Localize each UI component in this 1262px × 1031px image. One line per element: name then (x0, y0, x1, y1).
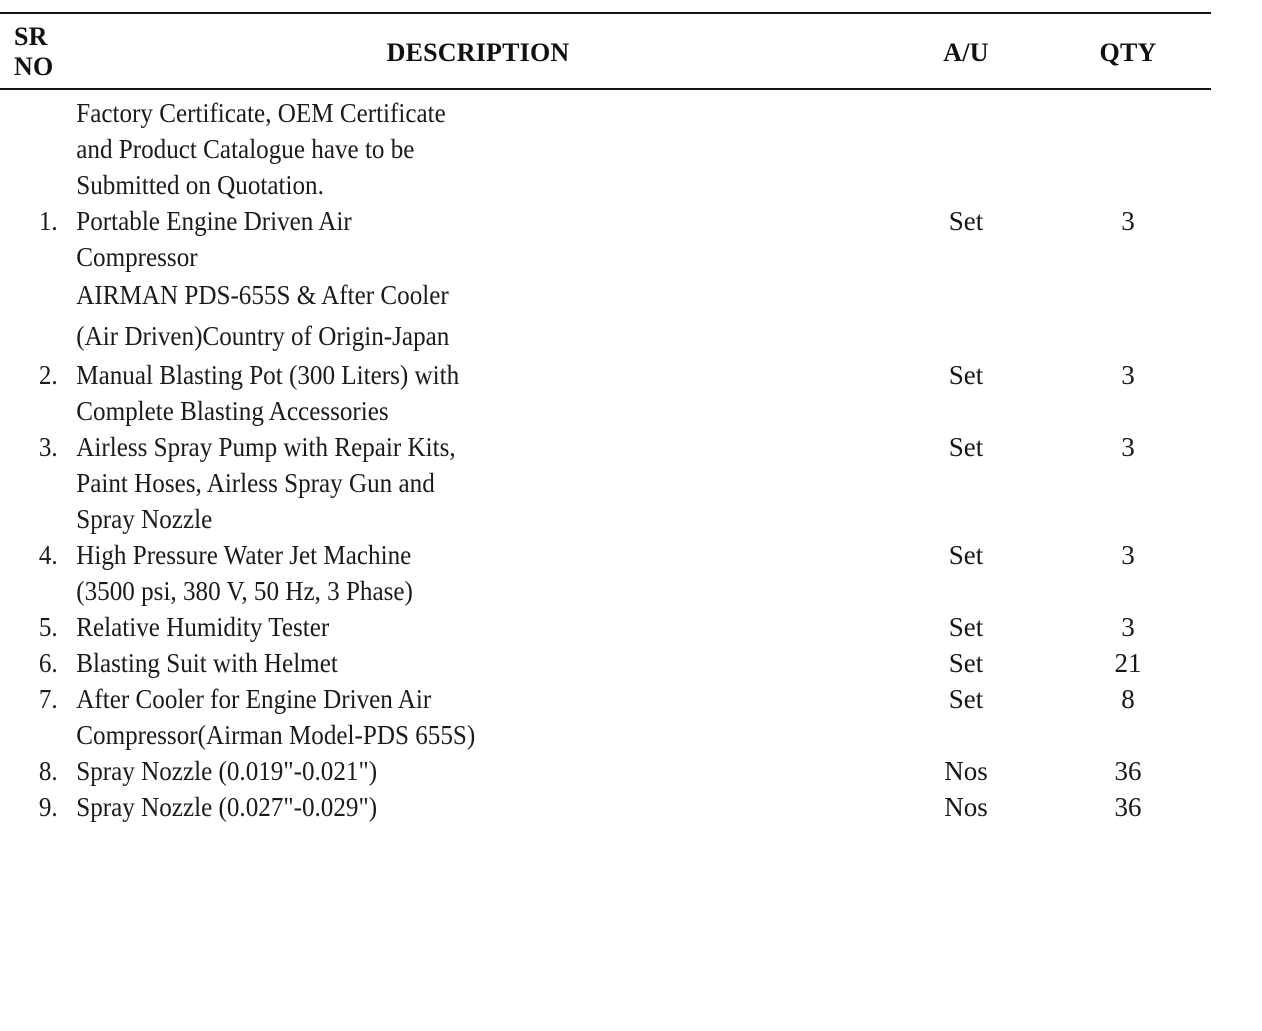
description-cell: 3. Airless Spray Pump with Repair Kits, Pa… (0, 429, 818, 537)
description-lines: Blasting Suit with Helmet (76, 645, 818, 681)
au-cell: Set (948, 432, 984, 462)
description-lines: Spray Nozzle (0.027"-0.029") (76, 789, 818, 825)
description-line: Relative Humidity Tester (76, 612, 330, 642)
description-line: Compressor (76, 242, 198, 272)
table-row: 4. High Pressure Water Jet Machine (3500 p… (0, 537, 1262, 609)
description-line: Spray Nozzle (0.019"-0.021") (76, 756, 378, 786)
item-number: 1. (38, 206, 58, 236)
description-cell: 2. Manual Blasting Pot (300 Liters) with C… (0, 357, 818, 429)
description-line: High Pressure Water Jet Machine (76, 540, 412, 570)
item-number: 2. (38, 360, 58, 390)
description-lines: Spray Nozzle (0.019"-0.021") (76, 753, 818, 789)
table-header-row: SR NO DESCRIPTION A/U QTY (0, 14, 1211, 88)
item-number: 8. (38, 756, 58, 786)
description-cell: 6. Blasting Suit with Helmet (0, 645, 818, 681)
table-row: 1. Portable Engine Driven Air Compressor AI… (0, 203, 1262, 357)
table-row: 9. Spray Nozzle (0.027"-0.029") Nos 36 (0, 789, 1262, 825)
table-header-rule (0, 88, 1211, 90)
description-cell: 4. High Pressure Water Jet Machine (3500 p… (0, 537, 818, 609)
item-number: 3. (38, 432, 58, 462)
description-lines: Relative Humidity Tester (76, 609, 818, 645)
description-line: Airless Spray Pump with Repair Kits, (76, 432, 456, 462)
description-cell: 5. Relative Humidity Tester (0, 609, 818, 645)
au-cell: Set (948, 360, 984, 390)
qty-cell: 3 (1121, 612, 1135, 642)
column-header-description: DESCRIPTION (386, 38, 570, 67)
description-line: Portable Engine Driven Air (76, 206, 352, 236)
item-number: 4. (38, 540, 58, 570)
qty-cell: 8 (1121, 684, 1135, 714)
qty-cell: 36 (1114, 756, 1142, 786)
table-row: 5. Relative Humidity Tester Set 3 (0, 609, 1262, 645)
description-cell: 7. After Cooler for Engine Driven Air Comp… (0, 681, 818, 753)
column-header-au: A/U (943, 38, 989, 67)
description-lines: Airless Spray Pump with Repair Kits, Pain… (76, 429, 818, 537)
description-line: AIRMAN PDS-655S & After Cooler (76, 280, 449, 310)
table-row: 8. Spray Nozzle (0.019"-0.021") Nos 36 (0, 753, 1262, 789)
description-line: Spray Nozzle (0.027"-0.029") (76, 792, 378, 822)
description-line: (Air Driven)Country of Origin-Japan (76, 321, 450, 351)
table-row: 2. Manual Blasting Pot (300 Liters) with C… (0, 357, 1262, 429)
au-cell: Set (948, 540, 984, 570)
description-line: and Product Catalogue have to be (76, 134, 415, 164)
au-cell: Set (948, 648, 984, 678)
au-cell: Set (948, 612, 984, 642)
table-row: 6. Blasting Suit with Helmet Set 21 (0, 645, 1262, 681)
description-line: Spray Nozzle (76, 504, 213, 534)
au-cell: Nos (944, 756, 988, 786)
item-number: 5. (38, 612, 58, 642)
column-header-qty: QTY (1099, 38, 1157, 67)
au-cell: Nos (944, 792, 988, 822)
description-lines: Factory Certificate, OEM Certificate and … (76, 95, 818, 203)
description-lines: Portable Engine Driven Air Compressor AIRM… (76, 203, 818, 357)
table-top-rule (0, 12, 1211, 14)
description-cell: 1. Portable Engine Driven Air Compressor AI… (0, 203, 818, 357)
description-lines: Manual Blasting Pot (300 Liters) with Com… (76, 357, 818, 429)
description-line: After Cooler for Engine Driven Air (76, 684, 432, 714)
qty-cell: 3 (1121, 360, 1135, 390)
description-lines: High Pressure Water Jet Machine (3500 psi… (76, 537, 818, 609)
au-cell: Set (948, 206, 984, 236)
table-note-row: Factory Certificate, OEM Certificate and … (0, 95, 1262, 203)
description-cell: 8. Spray Nozzle (0.019"-0.021") (0, 753, 818, 789)
description-line: (3500 psi, 380 V, 50 Hz, 3 Phase) (76, 576, 413, 606)
description-line: Compressor(Airman Model-PDS 655S) (76, 720, 476, 750)
item-number: 6. (38, 648, 58, 678)
qty-cell: 21 (1114, 648, 1142, 678)
item-number: 7. (38, 684, 58, 714)
description-line: Factory Certificate, OEM Certificate (76, 98, 446, 128)
column-header-sr-no: SR NO (14, 22, 54, 81)
description-line: Submitted on Quotation. (76, 170, 324, 200)
qty-cell: 3 (1121, 432, 1135, 462)
qty-cell: 3 (1121, 206, 1135, 236)
description-cell: 9. Spray Nozzle (0.027"-0.029") (0, 789, 818, 825)
description-line: Complete Blasting Accessories (76, 396, 389, 426)
table-row: 7. After Cooler for Engine Driven Air Comp… (0, 681, 1262, 753)
item-number: 9. (38, 792, 58, 822)
table-body: Factory Certificate, OEM Certificate and … (0, 89, 1262, 825)
description-lines: After Cooler for Engine Driven Air Compre… (76, 681, 818, 753)
qty-cell: 3 (1121, 540, 1135, 570)
qty-cell: 36 (1114, 792, 1142, 822)
description-cell: Factory Certificate, OEM Certificate and … (0, 95, 818, 203)
table-row: 3. Airless Spray Pump with Repair Kits, Pa… (0, 429, 1262, 537)
description-line: Paint Hoses, Airless Spray Gun and (76, 468, 435, 498)
au-cell: Set (948, 684, 984, 714)
description-line: Manual Blasting Pot (300 Liters) with (76, 360, 460, 390)
description-line: Blasting Suit with Helmet (76, 648, 338, 678)
